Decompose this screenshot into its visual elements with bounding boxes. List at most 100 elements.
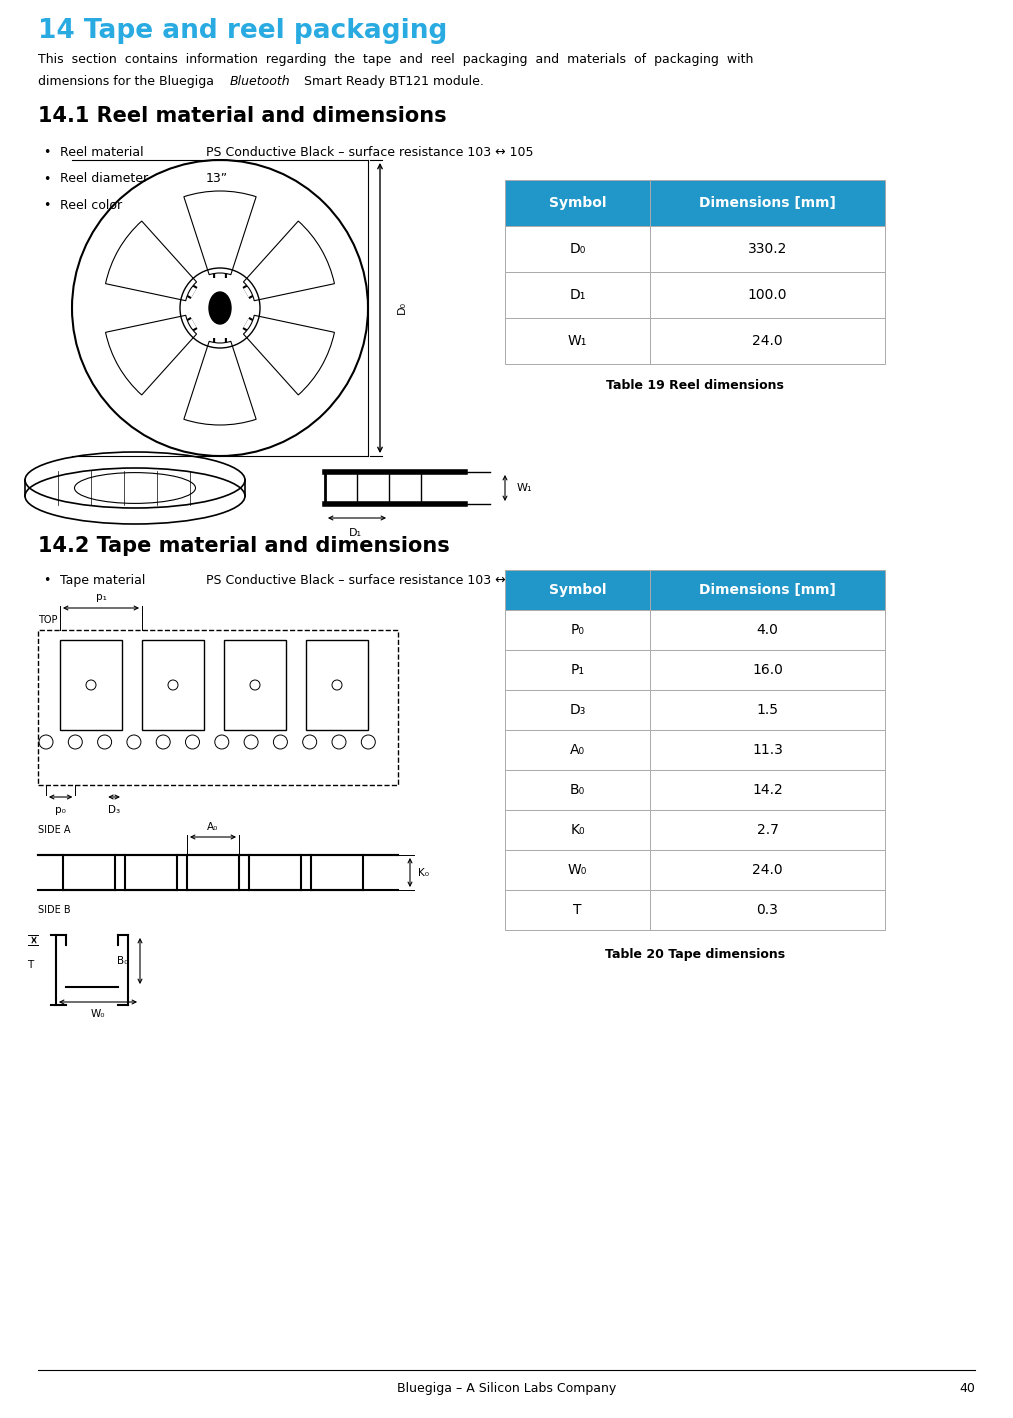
Text: A₀: A₀: [570, 743, 585, 757]
Text: TOP: TOP: [38, 615, 58, 625]
Text: 24.0: 24.0: [753, 335, 783, 347]
Text: 330.2: 330.2: [748, 242, 787, 257]
Text: 40: 40: [959, 1383, 975, 1395]
Wedge shape: [183, 342, 256, 425]
Text: 11.3: 11.3: [752, 743, 783, 757]
Text: •: •: [43, 146, 51, 159]
Bar: [505, 891, 650, 930]
Bar: [650, 849, 885, 891]
Text: 0.3: 0.3: [757, 903, 778, 917]
Text: Smart Ready BT121 module.: Smart Ready BT121 module.: [300, 75, 484, 88]
Text: D₁: D₁: [348, 527, 362, 537]
Text: D₃: D₃: [108, 805, 121, 815]
Bar: [306, 640, 368, 730]
Bar: [650, 610, 885, 649]
Bar: [650, 180, 885, 225]
Text: Tape material: Tape material: [60, 574, 146, 587]
Bar: [505, 225, 650, 272]
Text: 24.0: 24.0: [753, 864, 783, 876]
Text: B₀: B₀: [116, 956, 128, 966]
Bar: [650, 730, 885, 770]
Text: W₁: W₁: [517, 484, 533, 493]
Bar: [650, 318, 885, 364]
Bar: [650, 570, 885, 610]
Bar: [505, 180, 650, 225]
Text: 16.0: 16.0: [752, 664, 783, 676]
Text: D₀: D₀: [397, 302, 407, 315]
Wedge shape: [183, 191, 256, 275]
Wedge shape: [243, 315, 334, 396]
Bar: [505, 730, 650, 770]
Text: Bluetooth: Bluetooth: [230, 75, 291, 88]
Text: 14.1 Reel material and dimensions: 14.1 Reel material and dimensions: [38, 106, 447, 126]
Text: P₁: P₁: [570, 664, 585, 676]
Text: A₀: A₀: [208, 822, 219, 832]
Text: 100.0: 100.0: [748, 288, 787, 302]
Bar: [60, 640, 122, 730]
Text: Dimensions [mm]: Dimensions [mm]: [699, 583, 836, 597]
Text: W₀: W₀: [568, 864, 588, 876]
Text: SIDE B: SIDE B: [38, 905, 71, 915]
Text: D₃: D₃: [569, 703, 586, 718]
Bar: [650, 272, 885, 318]
Bar: [505, 849, 650, 891]
Text: Reel material: Reel material: [60, 146, 144, 159]
Ellipse shape: [209, 292, 231, 323]
Wedge shape: [105, 315, 197, 396]
Text: 2.7: 2.7: [757, 822, 778, 837]
Text: Symbol: Symbol: [549, 196, 606, 210]
Text: •: •: [43, 173, 51, 186]
Bar: [505, 272, 650, 318]
Text: W₁: W₁: [568, 335, 588, 347]
Text: Symbol: Symbol: [549, 583, 606, 597]
Text: T: T: [573, 903, 581, 917]
Text: Table 19 Reel dimensions: Table 19 Reel dimensions: [606, 379, 784, 391]
Text: Bluegiga – A Silicon Labs Company: Bluegiga – A Silicon Labs Company: [397, 1383, 616, 1395]
Bar: [224, 640, 286, 730]
Text: SIDE A: SIDE A: [38, 825, 71, 835]
Text: 14 Tape and reel packaging: 14 Tape and reel packaging: [38, 18, 448, 44]
Bar: [505, 810, 650, 849]
Bar: [505, 649, 650, 691]
Text: p₁: p₁: [95, 591, 106, 603]
Wedge shape: [243, 221, 334, 301]
Text: Reel color: Reel color: [60, 199, 123, 213]
Text: dimensions for the Bluegiga: dimensions for the Bluegiga: [38, 75, 218, 88]
Bar: [650, 649, 885, 691]
Bar: [650, 770, 885, 810]
Wedge shape: [105, 221, 197, 301]
Text: D₀: D₀: [569, 242, 586, 257]
Text: W₀: W₀: [91, 1010, 105, 1020]
Text: K₀: K₀: [418, 868, 428, 878]
Text: •: •: [43, 574, 51, 587]
Text: Table 20 Tape dimensions: Table 20 Tape dimensions: [605, 949, 785, 961]
Text: This  section  contains  information  regarding  the  tape  and  reel  packaging: This section contains information regard…: [38, 52, 754, 67]
Text: p₀: p₀: [56, 805, 66, 815]
Text: B₀: B₀: [570, 783, 586, 797]
Bar: [650, 810, 885, 849]
Text: 4.0: 4.0: [757, 623, 778, 637]
Bar: [650, 891, 885, 930]
Bar: [505, 570, 650, 610]
Text: Dimensions [mm]: Dimensions [mm]: [699, 196, 836, 210]
Text: Reel diameter: Reel diameter: [60, 173, 148, 186]
Text: •: •: [43, 199, 51, 213]
Text: P₀: P₀: [570, 623, 585, 637]
Bar: [505, 610, 650, 649]
Text: K₀: K₀: [570, 822, 585, 837]
Text: PS Conductive Black – surface resistance 103 ↔ 105: PS Conductive Black – surface resistance…: [206, 574, 534, 587]
Text: 13”: 13”: [206, 173, 228, 186]
Text: 14.2 Tape material and dimensions: 14.2 Tape material and dimensions: [38, 536, 450, 556]
Bar: [650, 691, 885, 730]
Bar: [505, 318, 650, 364]
Text: Black: Black: [206, 199, 240, 213]
Bar: [142, 640, 204, 730]
Text: T: T: [27, 960, 33, 970]
Bar: [650, 225, 885, 272]
Text: 1.5: 1.5: [757, 703, 779, 718]
Bar: [38, 630, 398, 786]
Text: D₁: D₁: [569, 288, 586, 302]
Bar: [505, 691, 650, 730]
Text: 14.2: 14.2: [752, 783, 783, 797]
Text: PS Conductive Black – surface resistance 103 ↔ 105: PS Conductive Black – surface resistance…: [206, 146, 534, 159]
